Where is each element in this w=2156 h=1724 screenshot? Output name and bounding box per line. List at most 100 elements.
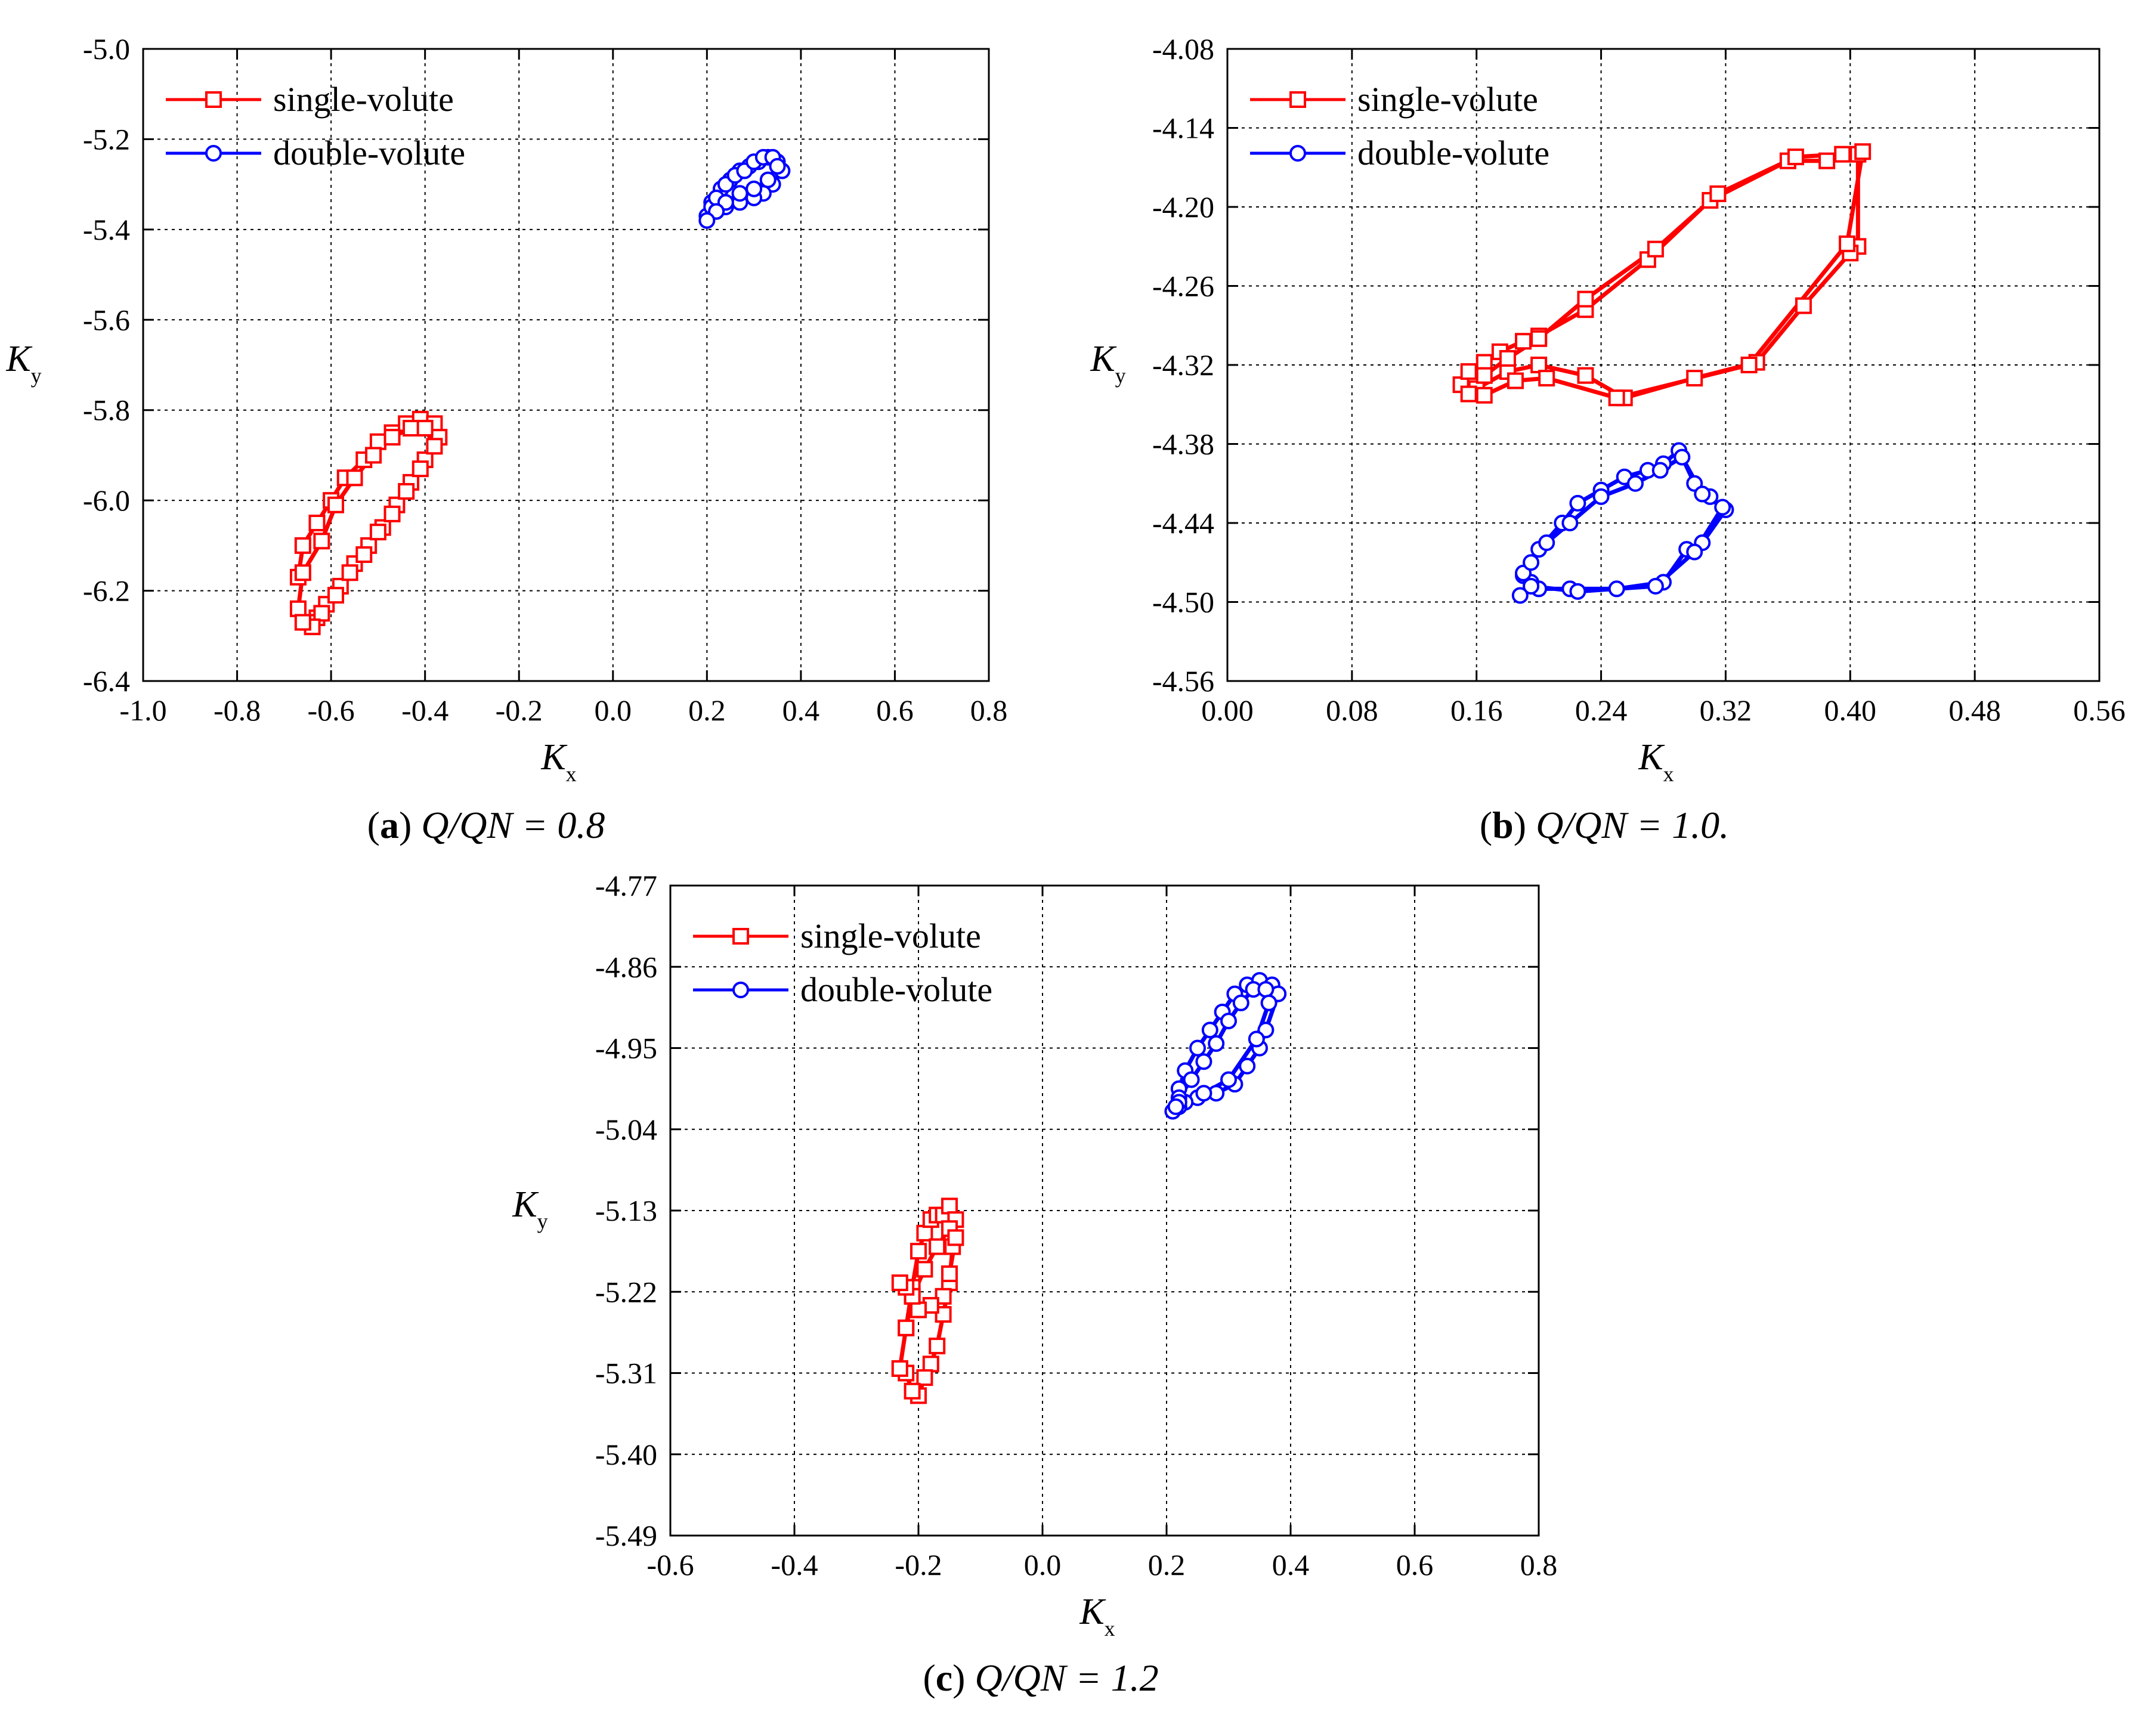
data-point	[1569, 494, 1586, 512]
data-point	[365, 447, 382, 464]
data-point	[910, 1243, 927, 1260]
data-point	[416, 420, 434, 437]
data-point	[1499, 349, 1516, 367]
y-tick-label: -5.49	[595, 1519, 657, 1552]
y-axis-title-sub: y	[1115, 364, 1126, 388]
caption-letter: b	[1492, 804, 1514, 846]
y-tick-label: -6.4	[83, 664, 130, 698]
y-tick-label: -4.32	[1152, 348, 1214, 382]
data-point	[1709, 185, 1727, 202]
caption-text: Q/QN = 0.8	[421, 804, 605, 846]
x-tick-label: 0.8	[1520, 1548, 1558, 1581]
data-point	[1538, 534, 1555, 552]
data-point	[1208, 1035, 1225, 1052]
data-point	[327, 496, 344, 513]
data-point	[355, 546, 373, 563]
x-axis-title: Kx	[1079, 1592, 1115, 1641]
data-point	[1189, 1039, 1206, 1057]
caption-open-paren: (	[923, 1657, 935, 1699]
x-tick-label: 0.16	[1450, 694, 1503, 727]
data-point	[1651, 462, 1669, 479]
data-point	[327, 587, 344, 604]
y-axis-title-main: K	[5, 339, 33, 379]
caption-letter: c	[936, 1657, 952, 1699]
data-point	[308, 515, 326, 531]
data-point	[1476, 367, 1493, 384]
x-tick-label: 0.08	[1326, 694, 1378, 727]
caption-close-paren: )	[952, 1657, 975, 1699]
data-point	[1523, 578, 1540, 595]
x-tick-label: -1.0	[119, 694, 166, 727]
data-point	[1523, 554, 1540, 571]
y-tick-label: -4.08	[1152, 32, 1214, 66]
data-point	[1854, 143, 1872, 160]
y-axis-title-main: K	[512, 1184, 539, 1225]
y-tick-label: -4.56	[1152, 664, 1214, 698]
data-point	[759, 171, 777, 188]
x-axis-title-sub: x	[1663, 762, 1674, 786]
y-tick-label: -6.0	[83, 484, 130, 517]
y-axis-title: Ky	[512, 1184, 547, 1233]
data-point	[1787, 148, 1804, 166]
y-tick-label: -4.20	[1152, 190, 1214, 224]
data-point	[313, 605, 330, 622]
data-point	[1592, 488, 1610, 505]
data-point	[1507, 372, 1524, 389]
y-tick-label: -4.95	[595, 1032, 657, 1065]
data-point	[1515, 333, 1532, 350]
y-tick-label: -5.8	[83, 394, 130, 427]
caption: (a) Q/QN = 0.8	[367, 804, 605, 846]
caption-letter: a	[380, 804, 399, 846]
data-point	[398, 483, 415, 500]
data-point	[1577, 290, 1594, 308]
y-axis-title-sub: y	[537, 1209, 548, 1233]
data-point	[947, 1229, 964, 1246]
data-point	[289, 600, 307, 617]
data-point	[1608, 580, 1625, 598]
data-point	[1740, 357, 1758, 373]
data-point	[369, 524, 386, 541]
data-point	[412, 460, 429, 478]
legend: single-volute double-volute	[166, 80, 465, 172]
data-point	[383, 505, 401, 522]
data-point	[904, 1382, 921, 1400]
data-point	[922, 1355, 939, 1373]
chart-panel-c: -0.6 -0.4 -0.2 0.0 0.2 0.4 0.6 0.8 -4.77 -4.86 -4.…	[512, 869, 1557, 1699]
series-line	[1459, 149, 1865, 400]
x-tick-label: 0.2	[688, 694, 726, 727]
series-single-volute	[289, 410, 448, 636]
x-tick-label: -0.2	[895, 1548, 942, 1581]
data-point	[1647, 240, 1664, 258]
x-tick-label: 0.00	[1201, 694, 1254, 727]
data-point	[1248, 1030, 1265, 1048]
x-axis-title-sub: x	[1105, 1617, 1115, 1641]
x-tick-label: 0.32	[1700, 694, 1752, 727]
caption-close-paren: )	[1514, 804, 1536, 846]
data-point	[929, 1338, 946, 1355]
y-tick-label: -5.2	[83, 122, 130, 156]
legend-label: double-volute	[273, 134, 465, 172]
x-tick-label: 0.24	[1575, 694, 1628, 727]
y-tick-label: -5.4	[83, 213, 130, 246]
y-tick-label: -5.13	[595, 1194, 657, 1227]
caption-open-paren: (	[367, 804, 380, 846]
data-point	[698, 212, 716, 229]
x-tick-label: -0.4	[401, 694, 448, 727]
y-tick-label: -4.38	[1152, 428, 1214, 461]
data-point	[916, 1261, 933, 1278]
data-point	[1714, 499, 1731, 516]
data-point	[1818, 152, 1836, 169]
x-tick-label: -0.6	[647, 1548, 694, 1581]
x-tick-label: -0.8	[214, 694, 261, 727]
x-axis-title-main: K	[540, 737, 568, 778]
y-tick-label: -5.40	[595, 1438, 657, 1471]
data-point	[1511, 587, 1529, 604]
data-point	[1476, 386, 1493, 404]
series-double-volute	[1164, 971, 1287, 1120]
data-point	[346, 469, 363, 487]
data-point	[1239, 1057, 1256, 1075]
y-tick-label: -4.44	[1152, 506, 1214, 540]
data-point	[1795, 297, 1812, 314]
x-tick-label: -0.6	[308, 694, 355, 727]
caption-text: Q/QN = 1.0.	[1536, 804, 1729, 846]
